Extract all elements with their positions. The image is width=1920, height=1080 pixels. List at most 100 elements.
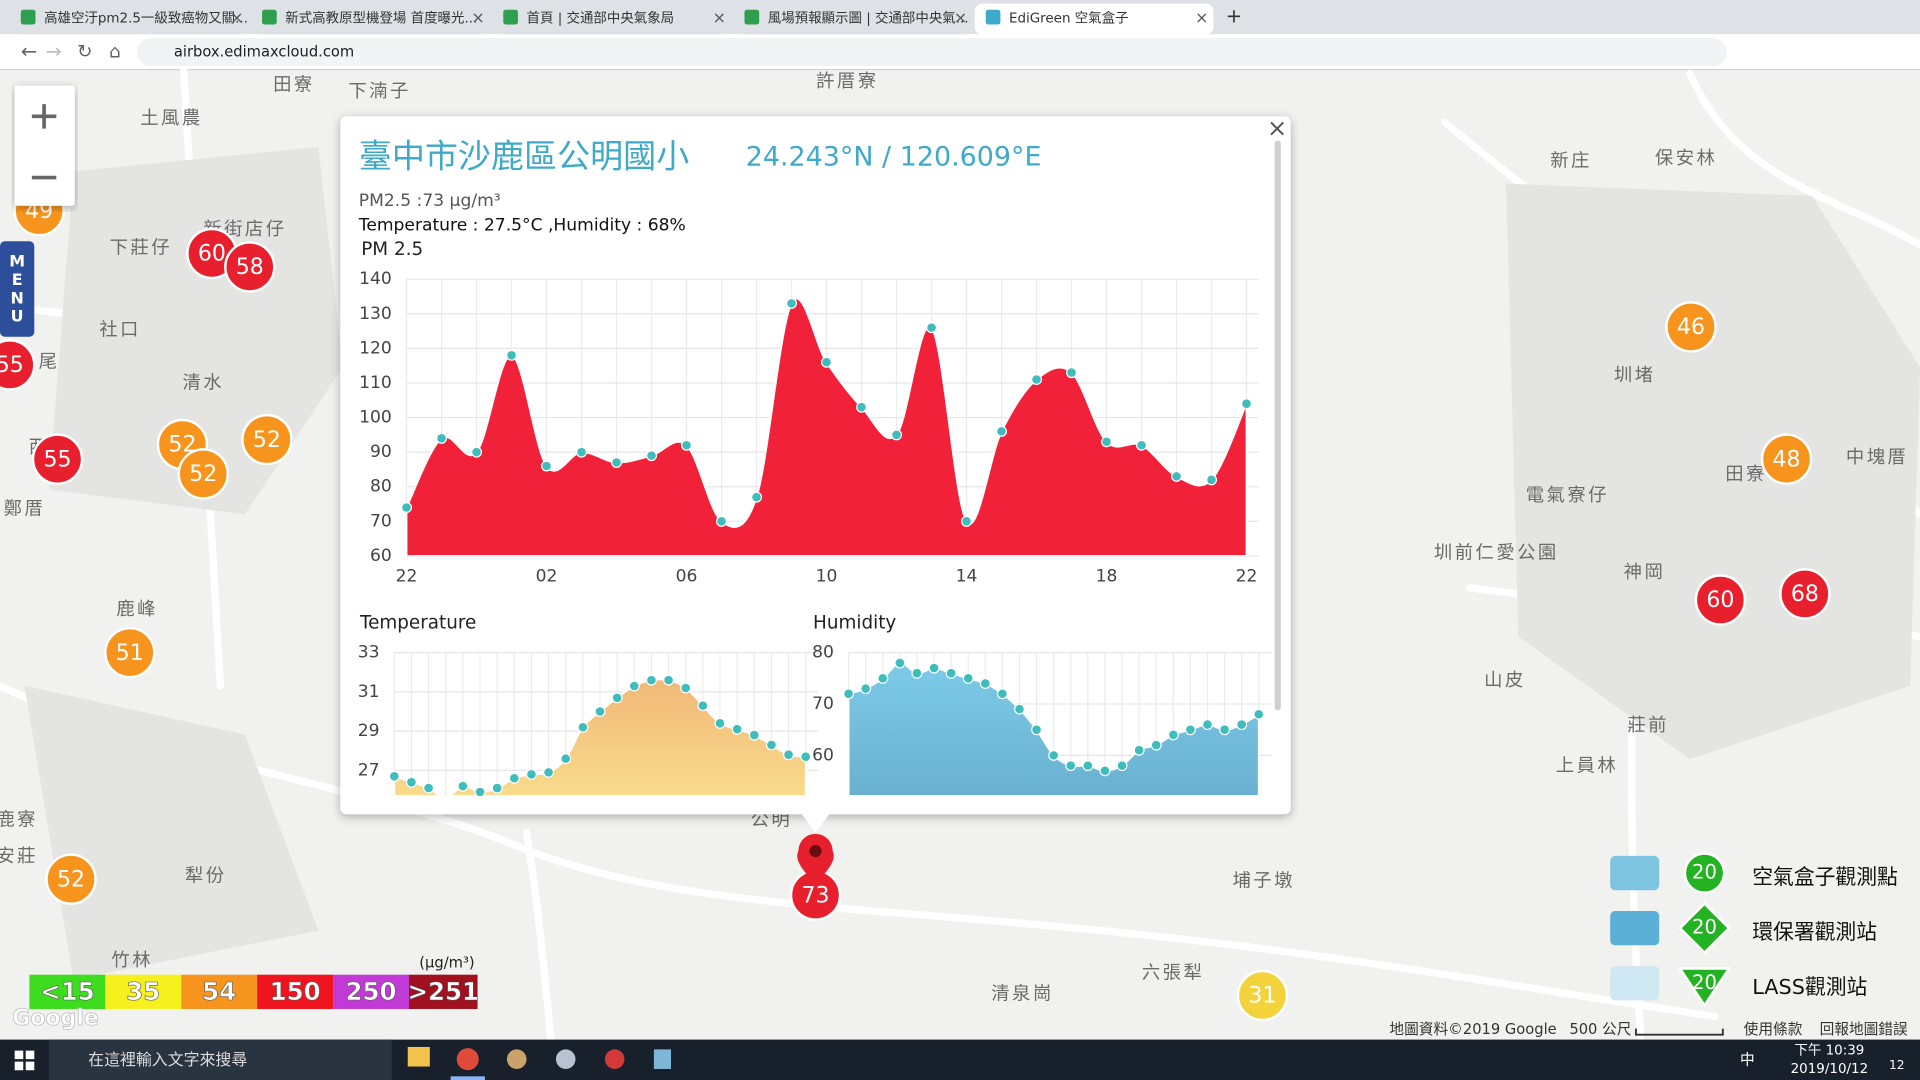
data-point <box>1201 719 1214 731</box>
notifications[interactable]: 12 <box>1889 1058 1905 1072</box>
x-tick-label: 14 <box>956 567 978 587</box>
legend-level <box>105 974 182 1009</box>
station-value: 52 <box>189 462 217 487</box>
data-point <box>786 297 798 309</box>
tab-title: 首頁 | 交通部中央氣象局 <box>527 9 675 26</box>
tab-title: 風場預報顯示圖 | 交通部中央氣... <box>768 9 969 26</box>
station-marker[interactable] <box>104 626 156 679</box>
app[interactable] <box>653 1049 672 1069</box>
omnibox[interactable] <box>137 37 1727 67</box>
terms[interactable]: 使用條款 <box>1744 1021 1803 1038</box>
tab-close[interactable]: × <box>230 8 243 27</box>
data-point <box>751 491 763 503</box>
y-tick-label: 80 <box>370 477 392 497</box>
tab-icon <box>20 9 36 25</box>
data-point <box>765 739 777 751</box>
y-tick-label: 29 <box>358 721 380 741</box>
app-explorer[interactable] <box>407 1046 430 1067</box>
tab[interactable] <box>9 3 249 35</box>
forward[interactable]: → <box>45 40 61 63</box>
data-point <box>1031 724 1043 736</box>
app[interactable] <box>506 1049 527 1069</box>
station-marker[interactable] <box>1694 574 1747 626</box>
ime[interactable]: 中 <box>1740 1051 1755 1068</box>
station-value: 52 <box>57 867 85 892</box>
reload[interactable]: ↻ <box>77 42 92 63</box>
data-point <box>594 706 606 718</box>
data-point <box>731 723 743 735</box>
data-point <box>680 682 692 694</box>
station-value: 46 <box>1677 315 1705 340</box>
station-value: 48 <box>1773 447 1801 472</box>
legend-level <box>257 974 334 1009</box>
station-badge: 20 <box>1692 916 1717 939</box>
station-marker[interactable] <box>1665 301 1717 353</box>
zoom-in[interactable] <box>31 104 57 129</box>
station-marker[interactable] <box>1779 568 1831 620</box>
y-tick-label: 80 <box>812 643 834 663</box>
tab-close[interactable]: × <box>954 8 967 27</box>
y-tick-label: 27 <box>358 760 380 780</box>
station-marker[interactable] <box>177 448 229 500</box>
data-point <box>663 674 675 686</box>
y-tick-label: 31 <box>358 682 380 702</box>
tab[interactable] <box>251 3 490 35</box>
station-marker[interactable] <box>224 241 276 293</box>
data-point <box>1082 760 1094 772</box>
app[interactable] <box>555 1049 576 1069</box>
new-tab[interactable]: + <box>1226 5 1242 28</box>
data-point <box>891 429 903 441</box>
data-point <box>856 401 868 413</box>
data-point <box>714 717 726 729</box>
report[interactable]: 回報地圖錯誤 <box>1820 1021 1908 1038</box>
menu-button[interactable] <box>0 241 35 337</box>
station-marker[interactable] <box>45 853 97 905</box>
tab-close[interactable]: × <box>713 8 726 27</box>
app[interactable] <box>604 1049 625 1069</box>
app-chrome[interactable] <box>456 1048 479 1071</box>
place-label: 社口 <box>99 320 141 341</box>
legend-level-label: >251 <box>407 977 479 1006</box>
data-point <box>1065 760 1077 772</box>
station-icon <box>1610 966 1660 1001</box>
start-button[interactable] <box>14 1050 35 1071</box>
station-badge-shape <box>1677 967 1732 1008</box>
x-tick-label: 18 <box>1096 567 1118 587</box>
place-label: 新庄 <box>1550 151 1592 172</box>
y-tick-label: 110 <box>359 373 392 393</box>
tab[interactable] <box>974 3 1214 35</box>
data-point <box>877 672 889 684</box>
place-label: 上員林 <box>1556 756 1618 777</box>
data-point <box>681 439 693 451</box>
data-point <box>525 768 537 780</box>
data-point <box>1206 474 1218 486</box>
search-box[interactable] <box>48 1039 392 1080</box>
station-marker[interactable] <box>241 413 293 466</box>
zoom-control <box>14 85 75 206</box>
data-point <box>1219 724 1231 736</box>
data-point <box>576 446 588 458</box>
data-point <box>860 683 872 695</box>
data-point <box>716 515 728 527</box>
tab[interactable] <box>733 3 973 35</box>
station-marker[interactable] <box>31 433 84 485</box>
back[interactable]: ← <box>21 40 37 63</box>
x-tick-label: 22 <box>1236 567 1258 587</box>
tab-title: EdiGreen 空氣盒子 <box>1009 9 1129 26</box>
station-marker[interactable] <box>0 339 36 391</box>
data-point <box>1031 373 1043 386</box>
place-label: 田寮 <box>273 75 315 96</box>
tab-close[interactable]: × <box>1195 8 1208 27</box>
station-marker[interactable] <box>1760 433 1813 485</box>
data-point <box>945 667 957 679</box>
data-point <box>1236 719 1248 731</box>
station-marker[interactable] <box>1236 969 1289 1022</box>
data-point <box>1253 708 1265 720</box>
home[interactable]: ⌂ <box>109 42 121 63</box>
road <box>522 828 555 1044</box>
popup-close[interactable] <box>1270 121 1284 136</box>
tab-close[interactable]: × <box>471 8 484 27</box>
data-point <box>996 425 1008 437</box>
tab[interactable] <box>492 3 732 35</box>
y-tick-label: 130 <box>359 304 392 324</box>
